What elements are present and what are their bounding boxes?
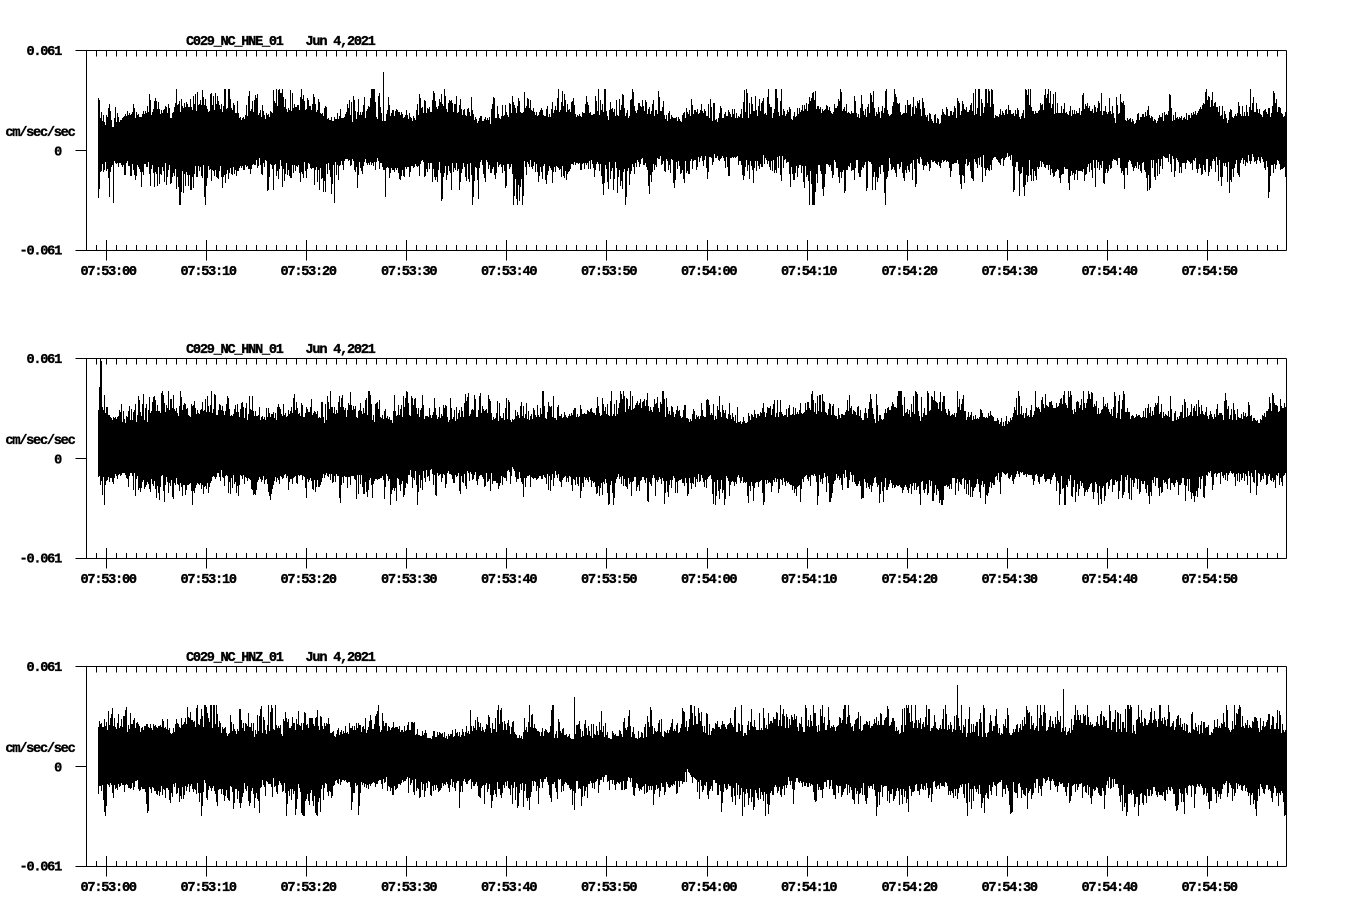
svg-text:07:54:20: 07:54:20	[882, 573, 938, 588]
svg-text:07:53:40: 07:53:40	[481, 573, 537, 588]
svg-text:07:53:20: 07:53:20	[281, 573, 337, 588]
svg-text:07:53:40: 07:53:40	[481, 265, 537, 280]
svg-text:Jun 4,2021: Jun 4,2021	[306, 651, 376, 666]
svg-text:cm/sec/sec: cm/sec/sec	[5, 434, 75, 449]
svg-text:07:53:40: 07:53:40	[481, 881, 537, 896]
svg-text:C029_NC_HNN_01: C029_NC_HNN_01	[186, 343, 284, 358]
svg-text:0: 0	[54, 146, 62, 161]
svg-text:-0.061: -0.061	[20, 553, 63, 568]
svg-text:07:53:30: 07:53:30	[381, 573, 437, 588]
svg-text:07:54:20: 07:54:20	[882, 265, 938, 280]
svg-text:07:54:00: 07:54:00	[681, 573, 737, 588]
svg-text:cm/sec/sec: cm/sec/sec	[5, 126, 75, 141]
svg-text:07:54:00: 07:54:00	[681, 881, 737, 896]
svg-text:07:54:50: 07:54:50	[1182, 881, 1238, 896]
svg-text:0: 0	[54, 454, 62, 469]
svg-text:Jun 4,2021: Jun 4,2021	[306, 343, 376, 358]
svg-text:07:54:00: 07:54:00	[681, 265, 737, 280]
svg-text:07:54:30: 07:54:30	[982, 265, 1038, 280]
svg-text:07:53:50: 07:53:50	[581, 265, 637, 280]
svg-text:07:53:10: 07:53:10	[181, 573, 237, 588]
svg-text:07:53:30: 07:53:30	[381, 265, 437, 280]
svg-text:-0.061: -0.061	[20, 861, 63, 876]
svg-text:-0.061: -0.061	[20, 245, 63, 260]
svg-text:C029_NC_HNZ_01: C029_NC_HNZ_01	[186, 651, 284, 666]
svg-text:0.061: 0.061	[26, 45, 62, 60]
svg-text:07:54:30: 07:54:30	[982, 881, 1038, 896]
svg-text:07:54:40: 07:54:40	[1082, 265, 1138, 280]
svg-text:07:54:10: 07:54:10	[781, 881, 837, 896]
svg-text:07:53:20: 07:53:20	[281, 265, 337, 280]
svg-text:07:53:00: 07:53:00	[81, 573, 137, 588]
svg-text:07:54:50: 07:54:50	[1182, 265, 1238, 280]
svg-text:07:53:30: 07:53:30	[381, 881, 437, 896]
svg-text:07:54:50: 07:54:50	[1182, 573, 1238, 588]
svg-text:07:54:10: 07:54:10	[781, 265, 837, 280]
svg-text:07:53:20: 07:53:20	[281, 881, 337, 896]
svg-text:0.061: 0.061	[26, 661, 62, 676]
svg-text:07:53:00: 07:53:00	[81, 881, 137, 896]
svg-text:07:54:10: 07:54:10	[781, 573, 837, 588]
svg-text:0.061: 0.061	[26, 353, 62, 368]
svg-text:Jun 4,2021: Jun 4,2021	[306, 35, 376, 50]
svg-text:07:53:10: 07:53:10	[181, 265, 237, 280]
svg-text:C029_NC_HNE_01: C029_NC_HNE_01	[186, 35, 284, 50]
svg-text:0: 0	[54, 762, 62, 777]
svg-text:07:54:20: 07:54:20	[882, 881, 938, 896]
svg-text:07:54:40: 07:54:40	[1082, 881, 1138, 896]
svg-text:07:53:50: 07:53:50	[581, 573, 637, 588]
svg-text:07:53:00: 07:53:00	[81, 265, 137, 280]
svg-text:cm/sec/sec: cm/sec/sec	[5, 742, 75, 757]
svg-text:07:54:40: 07:54:40	[1082, 573, 1138, 588]
svg-text:07:54:30: 07:54:30	[982, 573, 1038, 588]
svg-text:07:53:50: 07:53:50	[581, 881, 637, 896]
svg-text:07:53:10: 07:53:10	[181, 881, 237, 896]
